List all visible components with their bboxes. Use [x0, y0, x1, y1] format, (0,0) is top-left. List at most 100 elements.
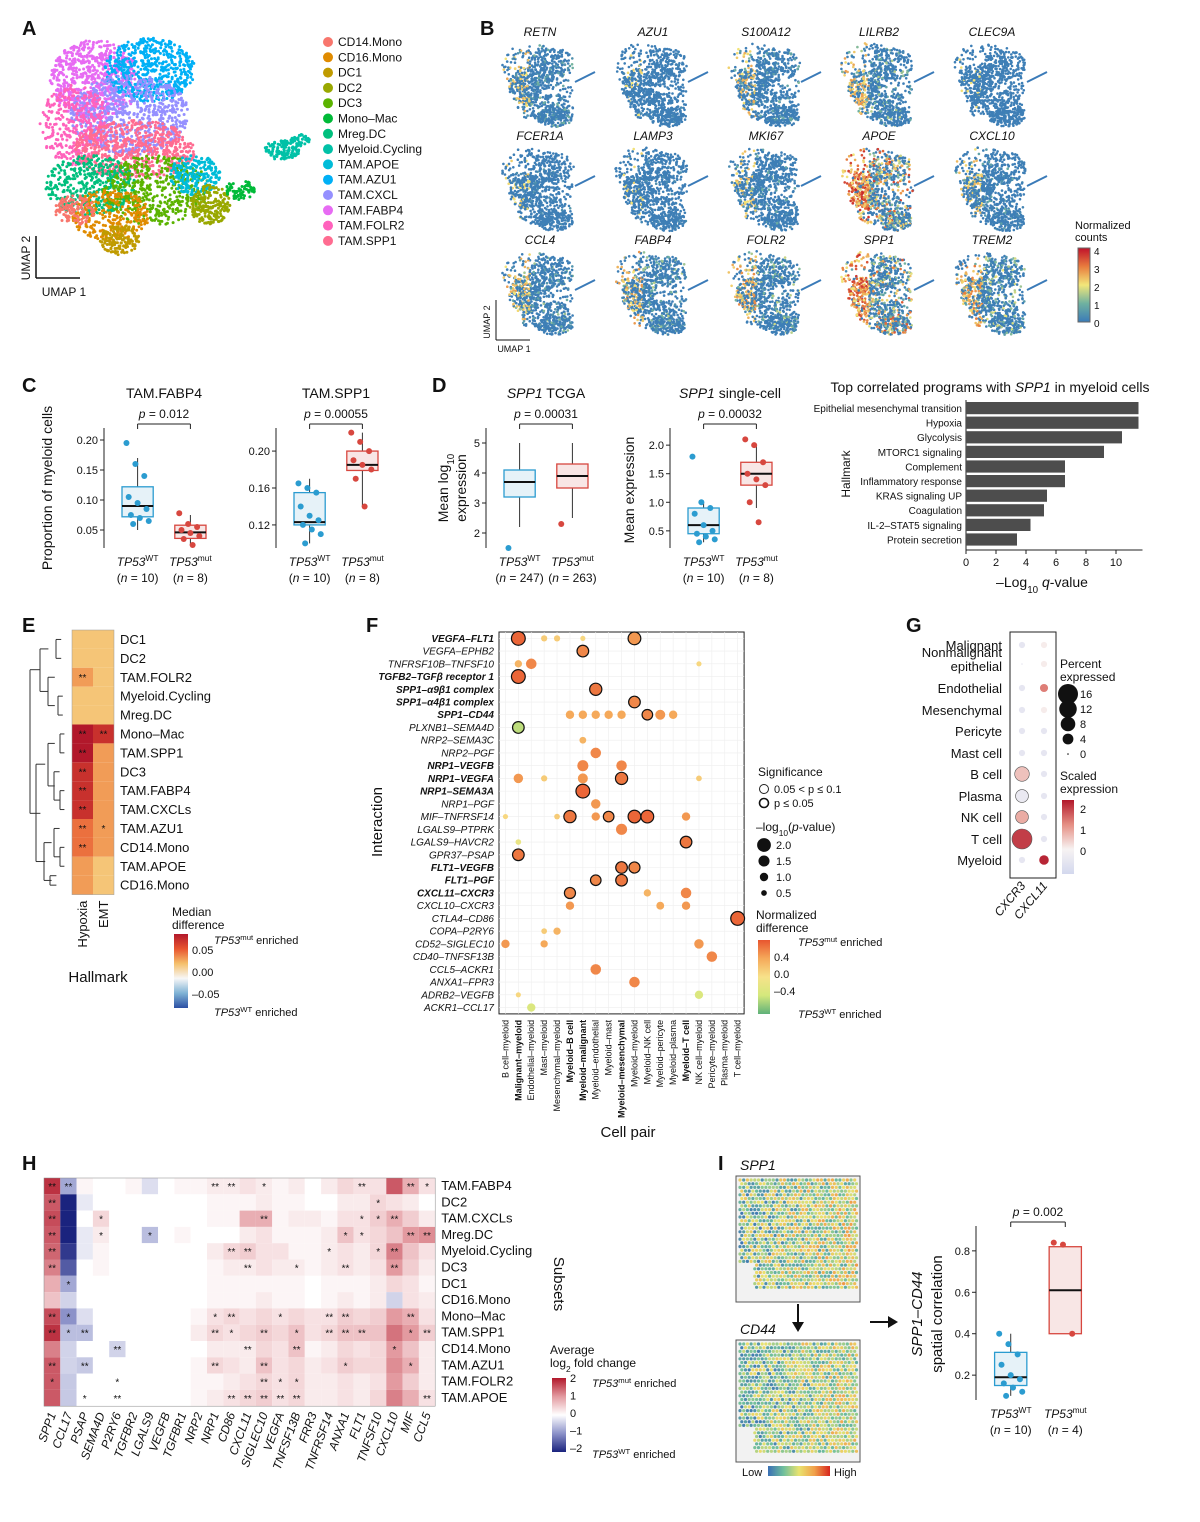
umap-cell: [108, 58, 112, 61]
umap-cell: [170, 77, 174, 81]
umap-cell: [106, 106, 110, 110]
umap-cell: [60, 59, 64, 63]
umap-cell: [47, 126, 51, 129]
umap-cell: [102, 208, 106, 212]
umap-cell: [96, 61, 100, 65]
umap-cell: [105, 186, 109, 189]
umap-cell: [171, 128, 175, 131]
umap-cell: [92, 151, 96, 154]
panel-letter-F: F: [366, 615, 378, 637]
umap-cell: [77, 143, 81, 147]
umap-cell: [94, 164, 98, 168]
umap-cell: [89, 92, 93, 96]
umap-cell: [88, 174, 92, 178]
umap-cell: [158, 164, 161, 168]
umap-cell: [186, 161, 190, 165]
umap-cell: [124, 155, 127, 159]
umap-cell: [180, 108, 184, 112]
umap-cell: [97, 64, 101, 68]
umap-cell: [144, 97, 148, 101]
umap-cell: [139, 135, 143, 139]
umap-cell: [181, 177, 185, 181]
umap-cell: [77, 46, 81, 50]
umap-cell: [92, 185, 96, 189]
umap-cell: [172, 63, 176, 67]
umap-cell: [80, 106, 84, 110]
umap-cell: [136, 162, 140, 166]
umap-cell: [164, 90, 168, 94]
umap-cell: [69, 157, 73, 160]
umap-cell: [115, 155, 118, 159]
umap-cell: [180, 189, 183, 193]
umap-cell: [167, 116, 171, 120]
umap-cell: [87, 220, 91, 223]
umap-cell: [174, 208, 178, 211]
umap-cell: [156, 156, 160, 160]
umap-cell: [134, 143, 138, 147]
umap-cell: [59, 134, 63, 138]
umap-cell: [58, 176, 62, 179]
umap-cell: [185, 76, 189, 80]
umap-cell: [136, 152, 140, 156]
umap-cell: [112, 148, 116, 152]
umap-cell: [146, 147, 150, 151]
umap-cell: [113, 46, 117, 50]
umap-cell: [68, 57, 72, 61]
umap-cell: [46, 100, 50, 104]
umap-cell: [192, 61, 196, 65]
umap-cell: [211, 206, 214, 210]
umap-cell: [60, 201, 64, 205]
umap-cell: [131, 227, 135, 231]
umap-cell: [183, 70, 187, 74]
umap-cell: [122, 123, 126, 127]
umap-cell: [125, 65, 129, 69]
umap-cell: [195, 214, 199, 218]
umap-cell: [165, 210, 168, 214]
umap-cell: [117, 95, 121, 99]
umap-cell: [167, 72, 171, 76]
umap-cell: [113, 143, 117, 147]
umap-cell: [76, 109, 80, 112]
umap-cell: [67, 101, 70, 105]
umap-cell: [151, 203, 155, 207]
umap-cell: [104, 116, 108, 120]
umap-cell: [155, 194, 159, 198]
umap-cell: [174, 104, 178, 108]
umap-cell: [239, 188, 243, 192]
umap-cell: [178, 194, 182, 198]
umap-cell: [205, 190, 209, 194]
umap-cell: [135, 148, 138, 152]
umap-cell: [106, 70, 110, 74]
umap-cell: [116, 225, 120, 229]
umap-cell: [102, 165, 106, 169]
umap-cell: [80, 101, 84, 105]
umap-cell: [131, 198, 135, 202]
umap-cell: [109, 137, 113, 141]
umap-cell: [86, 157, 90, 161]
umap-cell: [221, 200, 225, 204]
umap-cell: [100, 103, 104, 107]
umap-cell: [51, 125, 54, 129]
umap-cell: [129, 192, 133, 196]
umap-cell: [130, 43, 134, 47]
umap-cell: [222, 197, 226, 201]
umap-cell: [118, 244, 122, 248]
umap-cell: [150, 80, 154, 84]
umap-cell: [142, 211, 146, 215]
umap-cell: [64, 124, 68, 128]
umap-cell: [65, 176, 69, 179]
umap-cell: [188, 55, 192, 59]
umap-cell: [76, 96, 80, 100]
umap-cell: [189, 165, 193, 169]
umap-cell: [60, 183, 64, 187]
umap-cell: [95, 159, 99, 162]
umap-cell: [178, 45, 182, 49]
umap-cell: [186, 69, 190, 73]
umap-cell: [79, 91, 83, 95]
umap-cell: [272, 145, 276, 149]
umap-cell: [75, 112, 79, 116]
umap-cell: [116, 152, 120, 156]
umap-cell: [228, 204, 232, 207]
umap-cell: [121, 98, 125, 102]
umap-cell: [172, 83, 176, 87]
